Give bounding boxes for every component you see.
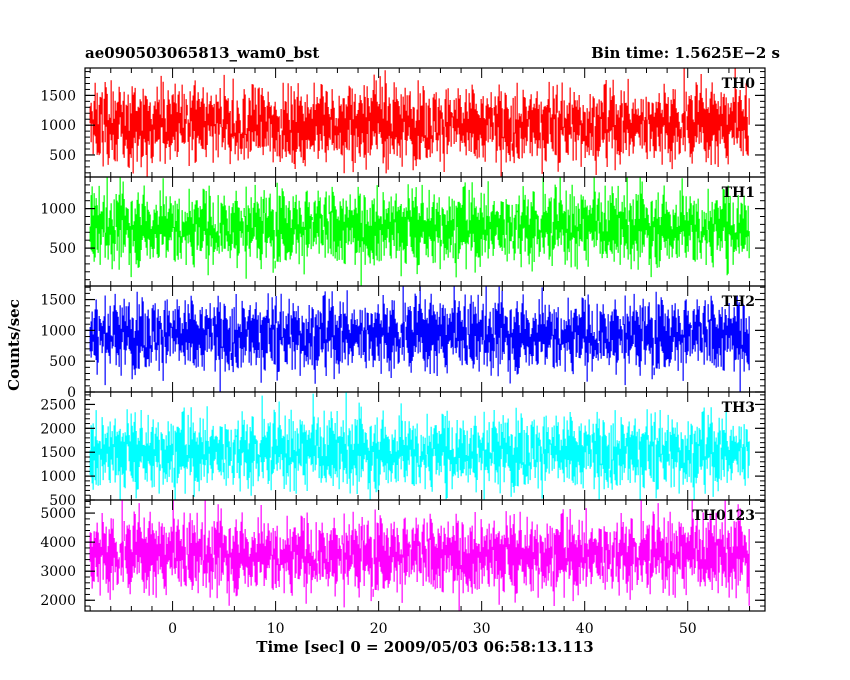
series-trace-th3 (89, 392, 750, 500)
x-tick-label: 20 (370, 621, 388, 637)
panel-th2: 0 500 1000 1500 TH2 (40, 285, 766, 401)
x-axis-label: Time [sec] 0 = 2009/05/03 06:58:13.113 (256, 638, 594, 656)
y-tick-label: 3000 (40, 564, 76, 580)
y-tick-label: 500 (49, 148, 76, 164)
x-tick-label: 0 (168, 621, 177, 637)
panel-label-th1: TH1 (722, 185, 755, 201)
series-trace-th1 (89, 177, 750, 286)
y-tick-label: 2000 (40, 421, 76, 437)
x-tick-label: 40 (576, 621, 594, 637)
x-tick-label: 30 (473, 621, 491, 637)
panel-label-th3: TH3 (722, 400, 755, 416)
panel-th0123: 2000 3000 4000 5000 TH0123 (40, 499, 766, 612)
series-trace-th0123 (89, 500, 750, 611)
y-tick-label: 1500 (40, 88, 76, 104)
y-tick-label: 500 (49, 354, 76, 370)
y-tick-label: 1000 (40, 118, 76, 134)
y-tick-label: 2000 (40, 593, 76, 609)
y-tick-label: 500 (49, 241, 76, 257)
bin-time-label: Bin time: 1.5625E−2 s (591, 44, 780, 62)
chart-title: ae090503065813_wam0_bst (85, 44, 320, 62)
y-axis-label: Counts/sec (5, 299, 23, 391)
y-tick-label: 2500 (40, 397, 76, 413)
y-tick-label: 4000 (40, 535, 76, 551)
series-trace-th0 (89, 68, 750, 177)
y-tick-label: 500 (49, 493, 76, 509)
panel-label-th0123: TH0123 (692, 508, 755, 524)
panel-th0: 500 1000 1500 TH0 (40, 67, 766, 178)
panel-label-th0: TH0 (722, 76, 756, 92)
y-tick-label: 1000 (40, 202, 76, 218)
panel-label-th2: TH2 (722, 294, 755, 310)
x-tick-label: 10 (267, 621, 285, 637)
panel-th3: 500 1000 1500 2000 2500 TH3 (40, 391, 766, 509)
x-tick-label: 50 (679, 621, 697, 637)
y-tick-label: 1500 (40, 445, 76, 461)
y-tick-label: 1500 (40, 293, 76, 309)
panel-th1: 500 1000 TH1 (40, 176, 766, 287)
y-tick-label: 1000 (40, 323, 76, 339)
y-tick-label: 0 (67, 385, 76, 401)
panel-frame (84, 499, 766, 612)
y-tick-label: 5000 (40, 506, 76, 522)
y-tick-label: 1000 (40, 469, 76, 485)
series-trace-th2 (89, 286, 750, 392)
